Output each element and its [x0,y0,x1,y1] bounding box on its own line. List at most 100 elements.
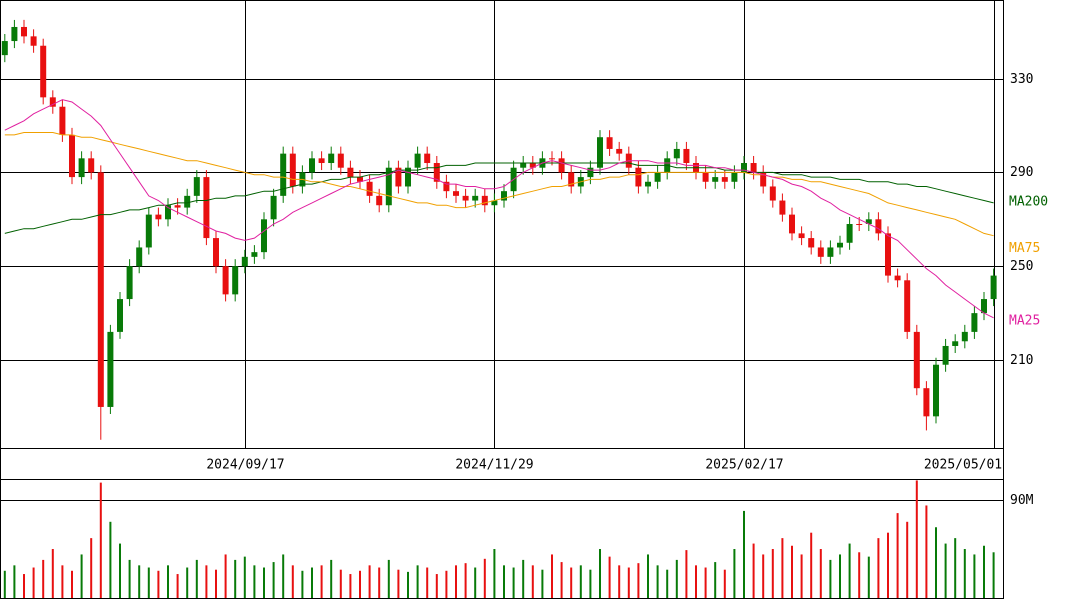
candle-body [923,388,930,417]
candle-body [654,172,661,182]
volume-bar [839,554,841,598]
volume-bar [407,571,409,598]
candle-body [673,148,680,159]
volume-bar [330,559,333,598]
volume-bar [147,567,150,598]
candle-body [174,205,181,208]
volume-bar [935,527,937,598]
volume-bar [339,569,342,598]
candle-body [597,137,603,168]
volume-bar [992,552,995,598]
candle-body [779,200,786,215]
volume-bar [195,559,198,598]
candle-body [270,195,277,220]
candle-body [241,256,248,267]
candle-body [971,313,978,332]
candle-body [913,331,920,389]
x-tick-label: 2025/02/17 [705,458,783,473]
volume-bar [723,569,726,598]
candle-body [107,331,114,407]
candle-body [193,177,200,196]
y-tick-label: 210 [1010,353,1033,368]
volume-bar [791,545,793,598]
volume-bar [541,569,544,598]
volume-bar [704,567,707,598]
candle-body [69,134,75,178]
volume-bar [666,569,669,598]
volume-bar [647,554,649,598]
candle-body [549,158,555,160]
candle-body [424,153,431,164]
candle-body [453,191,459,196]
volume-bar [99,482,102,598]
volume-bar [23,574,25,598]
candle-body [78,158,85,178]
candle-body [30,36,37,46]
volume-panel [0,479,1004,599]
volume-bar [435,574,438,598]
volume-bar [781,538,784,598]
candle-body [865,219,872,224]
volume-bar [464,563,467,598]
candle-body [337,153,344,168]
volume-bar [416,565,419,598]
volume-bar [762,554,765,598]
candle-body [318,158,325,164]
candle-body [184,195,191,208]
candle-body [741,163,747,173]
volume-bar [810,532,813,598]
volume-bar [503,565,505,598]
volume-bar [483,558,486,598]
volume-bar [186,567,189,598]
legend-label: MA75 [1009,241,1040,256]
volume-bar [291,565,294,598]
candle-body [433,163,440,182]
volume-bar [397,569,400,598]
candle-body [385,167,392,206]
candle-body [289,153,296,187]
candle-body [328,153,335,164]
candle-body [366,181,373,196]
volume-bar [771,549,774,598]
volume-bar [359,570,361,598]
volume-bar [858,552,861,598]
volume-bar [944,543,947,598]
candle-body [731,172,738,182]
volume-bar [90,538,93,598]
candle-body [1,41,8,56]
volume-bar [205,565,208,598]
volume-bar [896,513,899,598]
candle-body [702,172,709,182]
volume-bar [733,549,736,598]
volume-bar [157,570,160,598]
volume-bar [906,521,909,598]
volume-bar [743,510,745,598]
candle-body [261,219,267,253]
volume-bar [32,567,35,598]
candle-body [558,158,565,173]
candle-body [721,177,728,182]
volume-bar [867,556,870,598]
volume-bar [387,559,390,598]
candle-body [97,172,104,407]
volume-bar [263,567,265,598]
candle-body [933,364,939,417]
y-tick-label: 90M [1010,493,1034,508]
x-tick-label: 2024/11/29 [455,458,533,473]
candle-body [136,247,143,267]
candle-body [251,252,258,257]
candle-body [462,195,469,201]
volume-bar [128,559,131,598]
candle-body [904,280,911,332]
volume-bar [954,538,957,598]
candle-body [232,266,239,295]
candle-body [443,181,450,192]
volume-bar [455,565,457,598]
volume-bar [445,570,448,598]
candle-body [750,163,757,173]
candle-body [222,266,229,295]
volume-bar [579,565,582,598]
volume-bar [695,565,697,598]
volume-bar [109,521,112,598]
volume-bar [627,567,630,598]
